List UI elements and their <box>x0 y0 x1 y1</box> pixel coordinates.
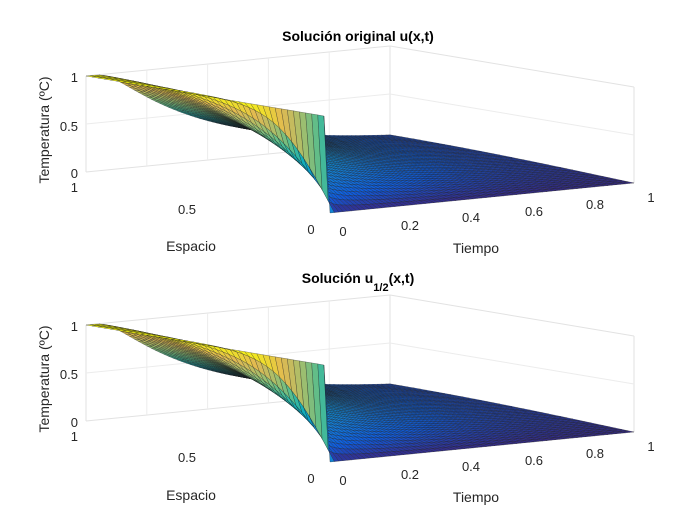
x-tick-label: 1 <box>71 180 78 195</box>
grid-line <box>389 93 635 136</box>
axis-box-line <box>85 294 391 326</box>
t-axis-label: Tiempo <box>453 240 499 256</box>
x-tick-label: 0.5 <box>178 202 196 217</box>
z-tick-label: 0.5 <box>60 119 78 134</box>
t-tick-label: 0.4 <box>462 210 480 225</box>
z-tick-label: 0 <box>71 166 78 181</box>
z-tick-label: 1 <box>71 70 78 85</box>
t-tick-label: 0.6 <box>525 204 543 219</box>
grid-line <box>389 342 635 385</box>
axis-box-line <box>85 45 391 77</box>
t-tick-label: 0.8 <box>586 197 604 212</box>
t-tick-label: 0.2 <box>401 218 419 233</box>
axis-box-line <box>389 45 635 88</box>
x-tick-label: 0 <box>307 222 314 237</box>
plot-title: Solución original u(x,t) <box>282 28 434 44</box>
surface-plot-half: Solución u1/2(x,t) 1 0.5 0 1 0.5 0 0 0.2… <box>36 270 655 505</box>
t-tick-label: 0 <box>339 224 346 239</box>
surface-plot-original: Solución original u(x,t) 1 0.5 0 1 0.5 0… <box>36 28 655 256</box>
z-axis-label: Temperatura (ºC) <box>36 76 52 183</box>
t-tick-label: 1 <box>647 190 654 205</box>
x-axis-label: Espacio <box>166 238 216 254</box>
surface-mesh <box>85 74 635 214</box>
surface-mesh <box>85 323 635 463</box>
axis-box-line <box>389 294 635 337</box>
